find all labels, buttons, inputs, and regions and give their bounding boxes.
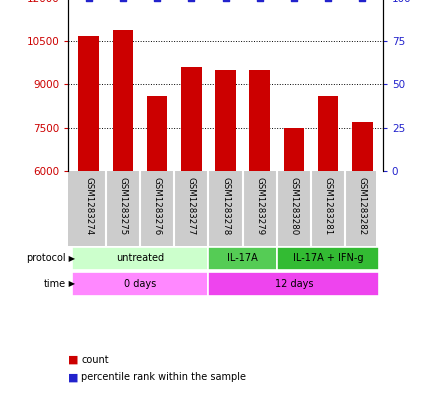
Point [188, 0, 195, 1]
Point [222, 0, 229, 1]
Bar [215, 70, 236, 171]
Text: GSM1283281: GSM1283281 [323, 177, 333, 235]
Bar [181, 67, 202, 171]
Bar [318, 96, 338, 171]
Text: untreated: untreated [116, 253, 164, 263]
Bar [78, 35, 99, 171]
Bar [352, 122, 373, 171]
Bar [209, 272, 379, 296]
Bar [72, 272, 209, 296]
Text: ■: ■ [68, 354, 79, 365]
Text: IL-17A: IL-17A [227, 253, 258, 263]
Point [119, 0, 126, 1]
Bar [72, 247, 209, 270]
Text: count: count [81, 354, 109, 365]
Point [359, 0, 366, 1]
Point [256, 0, 263, 1]
Bar [209, 247, 277, 270]
Text: GSM1283277: GSM1283277 [187, 177, 196, 235]
Bar [277, 247, 379, 270]
Text: GSM1283275: GSM1283275 [118, 177, 128, 235]
Text: ▶: ▶ [66, 254, 76, 263]
Bar [249, 70, 270, 171]
Text: GSM1283282: GSM1283282 [358, 177, 367, 235]
Point [154, 0, 161, 1]
Point [290, 0, 297, 1]
Point [85, 0, 92, 1]
Bar [284, 128, 304, 171]
Text: IL-17A + IFN-g: IL-17A + IFN-g [293, 253, 363, 263]
Text: percentile rank within the sample: percentile rank within the sample [81, 372, 246, 382]
Text: ▶: ▶ [66, 279, 76, 288]
Text: 12 days: 12 days [275, 279, 313, 289]
Text: GSM1283279: GSM1283279 [255, 177, 264, 235]
Text: time: time [44, 279, 66, 289]
Bar [113, 30, 133, 171]
Bar [147, 96, 167, 171]
Text: protocol: protocol [26, 253, 66, 263]
Text: ■: ■ [68, 372, 79, 382]
Text: GSM1283274: GSM1283274 [84, 177, 93, 235]
Text: GSM1283278: GSM1283278 [221, 177, 230, 235]
Text: GSM1283280: GSM1283280 [290, 177, 298, 235]
Text: GSM1283276: GSM1283276 [153, 177, 161, 235]
Point [325, 0, 332, 1]
Text: 0 days: 0 days [124, 279, 156, 289]
